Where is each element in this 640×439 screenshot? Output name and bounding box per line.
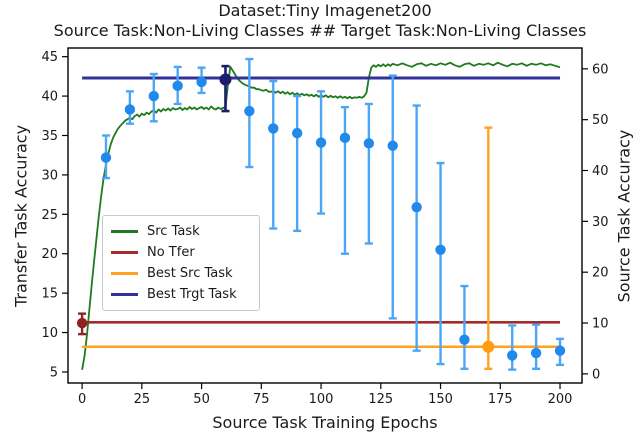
data-point-marker (315, 137, 327, 148)
series-errorbar-best-trgt-task-point (219, 64, 232, 113)
legend: Src Task No Tfer Best Src Task Best Trgt Ta… (102, 215, 260, 311)
tick-label: 125 (368, 392, 393, 407)
legend-swatch-line (111, 272, 138, 275)
tick-label: 0 (78, 392, 86, 407)
tick-label: 20 (592, 266, 609, 281)
tick-label: 10 (41, 326, 58, 341)
tick-label: 75 (253, 392, 270, 407)
tick-label: 40 (41, 90, 58, 105)
legend-swatch-line (111, 293, 138, 296)
data-point-marker (100, 152, 112, 163)
tick-label: 30 (41, 168, 58, 183)
data-point-marker (244, 105, 255, 117)
tick-label: 50 (193, 392, 210, 407)
legend-label: Src Task (147, 224, 200, 239)
data-point-marker (411, 202, 422, 213)
tick-label: 0 (592, 367, 600, 382)
legend-entry: Best Trgt Task (111, 284, 251, 305)
chart-title-line1: Dataset:Tiny Imagenet200 (218, 1, 432, 20)
data-point-marker (219, 73, 232, 86)
tick-label: 30 (592, 215, 609, 230)
legend-label: No Tfer (147, 245, 195, 260)
tick-label: 40 (592, 164, 609, 179)
x-axis: 0 25 50 75 100 125 150 175 200 (78, 383, 572, 407)
chart-title-line2: Source Task:Non-Living Classes ## Target… (53, 21, 587, 40)
data-point-marker (554, 345, 566, 356)
series-errorbar-transfer-task-accuracy-mean-with-error-bars (100, 57, 566, 371)
tick-label: 50 (592, 113, 609, 128)
tick-label: 15 (41, 287, 58, 302)
data-point-marker (172, 80, 183, 92)
series-line-src-task (81, 61, 561, 370)
tick-label: 10 (592, 317, 609, 332)
data-point-marker (507, 350, 518, 361)
data-point-marker (482, 340, 495, 353)
legend-entry: No Tfer (111, 242, 251, 263)
y-axis-label-left: Transfer Task Accuracy (11, 124, 31, 308)
data-point-marker (435, 244, 446, 255)
data-point-marker (387, 140, 398, 151)
data-point-marker (196, 76, 207, 88)
x-axis-label: Source Task Training Epochs (212, 413, 438, 432)
data-point-marker (339, 132, 351, 144)
data-point-marker (268, 123, 279, 134)
tick-label: 60 (592, 62, 609, 77)
legend-label: Best Src Task (147, 266, 233, 281)
legend-entry: Best Src Task (111, 263, 251, 284)
tick-label: 175 (488, 392, 513, 407)
tick-label: 35 (41, 129, 58, 144)
tick-label: 100 (309, 392, 334, 407)
data-point-marker (291, 127, 303, 139)
tick-label: 5 (50, 365, 58, 380)
tick-label: 20 (41, 247, 58, 262)
legend-label: Best Trgt Task (147, 287, 237, 302)
data-point-marker (148, 90, 159, 102)
legend-swatch-line (111, 251, 138, 254)
series-errorbar-best-src-task-point (482, 126, 495, 371)
y-axis-left: 5 10 15 20 25 30 35 40 45 (41, 50, 68, 380)
legend-entry: Src Task (111, 221, 251, 242)
tick-label: 25 (41, 208, 58, 223)
y-axis-label-right: Source Task Accuracy (614, 129, 634, 303)
data-point-marker (76, 317, 88, 329)
tick-label: 150 (428, 392, 453, 407)
tick-label: 200 (548, 392, 573, 407)
series-errorbar-no-tfer-baseline-point (76, 312, 88, 336)
plot-frame (67, 47, 583, 384)
data-point-marker (363, 138, 375, 149)
tick-label: 25 (134, 392, 151, 407)
tick-label: 45 (41, 50, 58, 65)
data-point-marker (530, 347, 542, 359)
y-axis-right: 0 10 20 30 40 50 60 (582, 62, 609, 382)
data-point-marker (124, 104, 136, 115)
legend-swatch-line (111, 230, 138, 233)
data-point-marker (459, 334, 470, 345)
